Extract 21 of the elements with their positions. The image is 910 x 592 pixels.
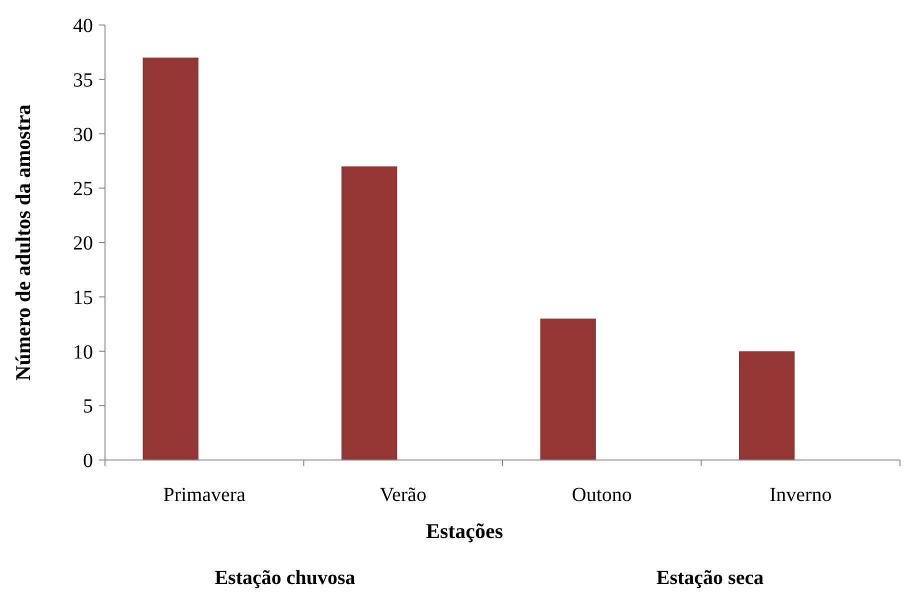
x-axis-title: Estações xyxy=(426,519,503,543)
bar xyxy=(739,351,795,460)
y-tick-label: 10 xyxy=(73,341,93,364)
x-tick-label: Verão xyxy=(380,484,426,506)
y-tick-label: 25 xyxy=(73,178,93,200)
y-tick-label: 35 xyxy=(73,69,93,92)
y-tick-label: 40 xyxy=(73,15,93,37)
text: Estação chuvosa xyxy=(214,567,356,589)
y-tick-label: 5 xyxy=(83,396,93,418)
x-tick-label: Outono xyxy=(572,484,632,506)
bar xyxy=(142,58,198,460)
bar xyxy=(540,318,596,460)
x-tick-label: Inverno xyxy=(770,484,832,506)
x-tick-label: Primavera xyxy=(163,484,246,506)
y-tick-label: 0 xyxy=(83,450,93,472)
y-tick-label: 20 xyxy=(73,232,93,254)
bar xyxy=(342,166,398,460)
y-tick-label: 15 xyxy=(73,286,93,309)
y-tick-label: 30 xyxy=(73,124,93,146)
y-axis-title: Número de adultos da amostra xyxy=(11,104,35,381)
text: Estação seca xyxy=(656,567,764,589)
